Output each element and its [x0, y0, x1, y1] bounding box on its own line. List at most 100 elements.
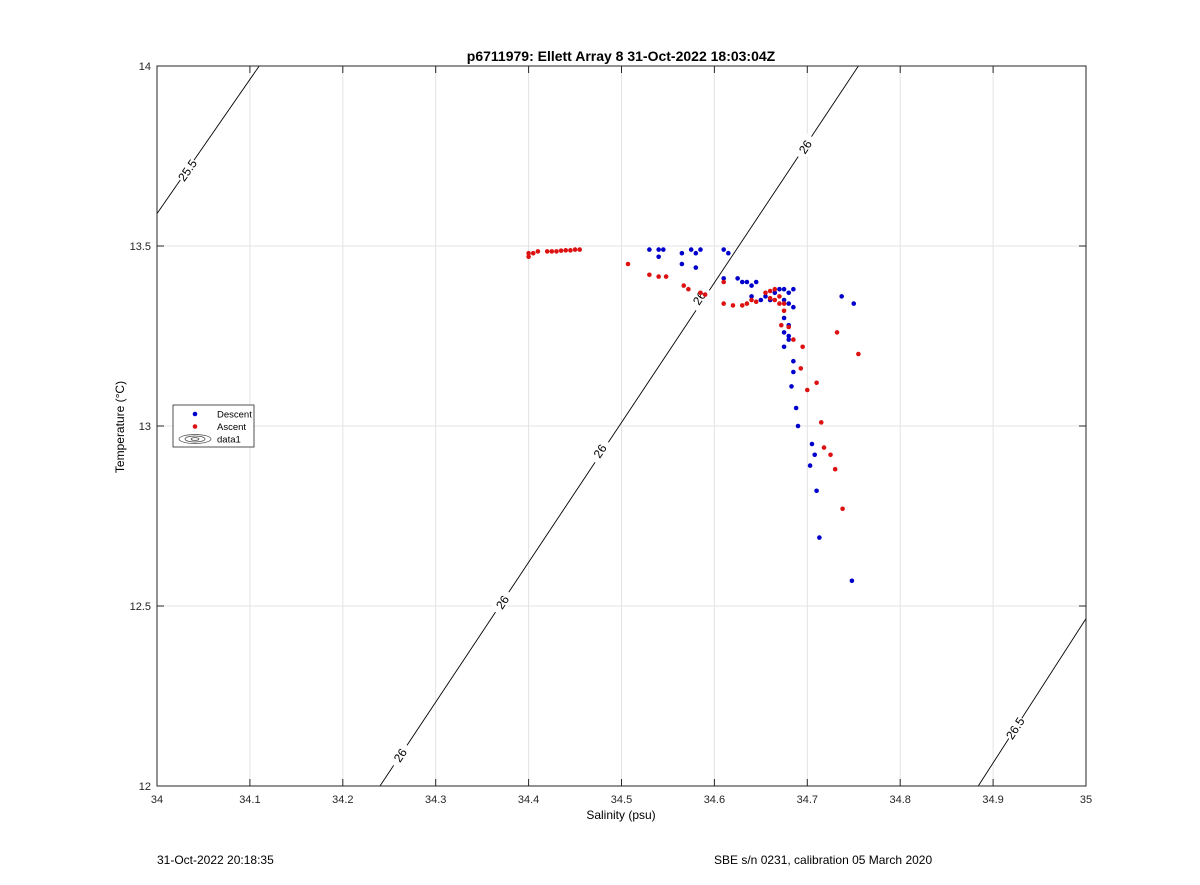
data-point [558, 248, 564, 253]
data-point [647, 247, 652, 252]
data-point [526, 254, 531, 260]
data-point [749, 294, 754, 299]
data-point [563, 248, 569, 253]
data-point [698, 290, 703, 296]
data-point [809, 441, 815, 447]
axis-ticks: 34 34.1 34.2 34.3 34.4 34.5 34.6 34.7 34.8 34.9 35… [130, 61, 1093, 806]
data-point [739, 279, 745, 285]
y-axis-label: Temperature (°C) [113, 381, 127, 473]
data-point [763, 294, 768, 299]
data-point [814, 488, 819, 494]
data-point [772, 290, 778, 296]
data-point [686, 286, 691, 292]
data-point [625, 261, 631, 267]
data-point [656, 247, 661, 252]
data-point [807, 463, 813, 468]
contour-label-backdrop [587, 437, 613, 466]
x-tick-label: 35 [1080, 794, 1092, 806]
data-point [839, 294, 844, 299]
data-point [786, 324, 792, 330]
x-tick-label: 34 [151, 794, 163, 806]
data-point [693, 250, 699, 256]
data-point [778, 322, 784, 328]
data-point [781, 301, 787, 306]
data-point [744, 279, 750, 285]
data-point [721, 301, 726, 306]
y-tick-label: 14 [139, 61, 151, 73]
x-tick-label: 34.4 [518, 794, 539, 806]
data-point [840, 506, 845, 512]
data-point [798, 366, 804, 371]
data-point [698, 247, 703, 252]
data-point [781, 330, 787, 335]
data-point [726, 250, 731, 256]
data-point [679, 250, 685, 256]
data-point [812, 452, 818, 458]
data-point [777, 286, 782, 292]
data-point [781, 344, 787, 350]
data-points [526, 247, 861, 584]
x-tick-label: 34.1 [239, 794, 260, 806]
contour-label-backdrop [490, 588, 516, 617]
y-tick-label: 13 [139, 421, 151, 433]
data-point [526, 250, 531, 256]
data-point [749, 283, 754, 288]
data-point [693, 265, 699, 270]
legend-contour-icon [178, 434, 212, 444]
contour-line [156, 65, 260, 214]
contour-label-backdrop [175, 156, 201, 185]
data-point [749, 297, 754, 303]
x-tick-label: 34.8 [889, 794, 910, 806]
legend-label: Descent [217, 410, 252, 421]
data-point [656, 274, 661, 279]
legend-marker [192, 424, 198, 429]
data-point [647, 272, 652, 278]
data-point [793, 405, 799, 411]
data-point [821, 445, 827, 450]
data-point [688, 247, 694, 252]
data-point [530, 250, 536, 256]
x-tick-label: 34.3 [425, 794, 446, 806]
data-point [544, 249, 550, 254]
data-point [767, 295, 773, 301]
data-point [535, 249, 541, 254]
data-point [753, 279, 759, 285]
data-point [781, 308, 787, 314]
data-point [656, 254, 661, 260]
legend-contour-icon [184, 435, 206, 443]
data-point [753, 299, 759, 305]
series-descent [647, 247, 857, 584]
contour-line [379, 65, 859, 787]
series-ascent [526, 247, 861, 512]
data-point [763, 290, 768, 296]
data-point [721, 247, 726, 252]
data-point [777, 294, 782, 299]
data-point [681, 283, 687, 288]
data-point [767, 288, 773, 294]
contour-label-backdrop [792, 133, 818, 161]
legend-label: Ascent [217, 422, 246, 433]
data-point [818, 420, 824, 425]
chart-title: p6711979: Ellett Array 8 31-Oct-2022 18:… [467, 48, 776, 64]
data-point [721, 279, 726, 285]
data-point [786, 290, 792, 296]
data-point [781, 297, 787, 303]
data-point [663, 274, 669, 279]
x-tick-label: 34.7 [797, 794, 818, 806]
data-point [758, 297, 764, 303]
data-point [786, 301, 792, 306]
y-tick-label: 13.5 [130, 241, 151, 253]
legend-contour-icon [190, 437, 200, 441]
legend-label: data1 [217, 435, 241, 446]
data-point [834, 330, 840, 335]
data-point [856, 351, 861, 357]
data-point [800, 344, 805, 350]
data-point [832, 466, 838, 472]
data-point [739, 303, 745, 308]
footer-calibration: SBE s/n 0231, calibration 05 March 2020 [714, 853, 933, 867]
data-point [791, 286, 796, 292]
data-point [702, 292, 708, 297]
data-point [851, 301, 857, 306]
data-point [786, 337, 792, 342]
